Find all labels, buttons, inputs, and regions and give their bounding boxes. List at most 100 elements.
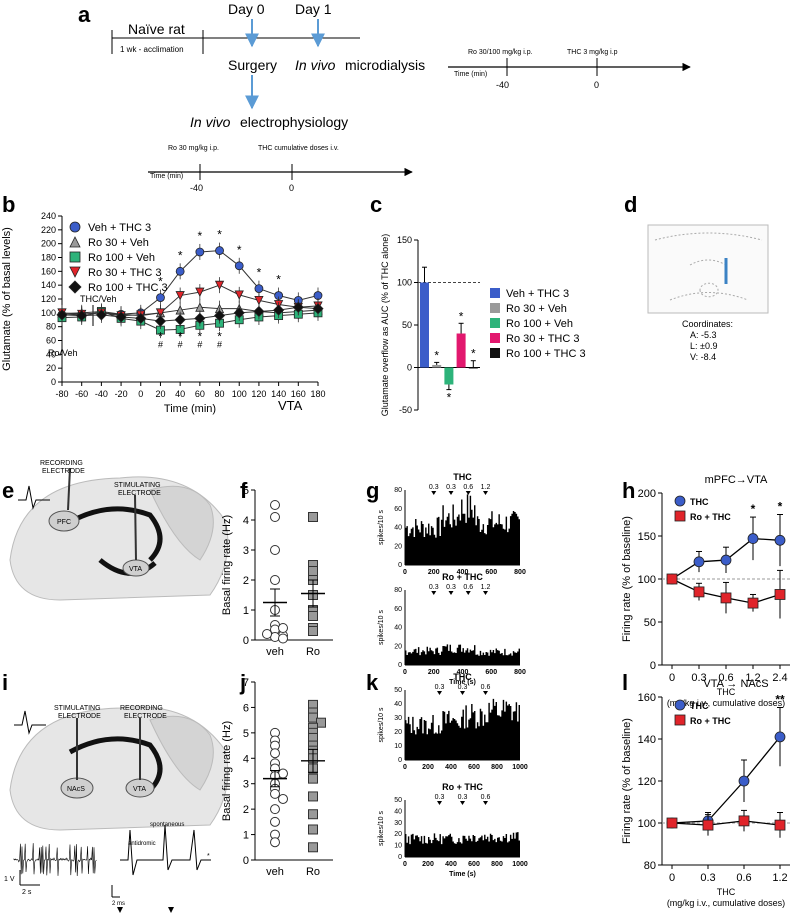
y-tick-label: 60 <box>394 506 402 513</box>
data-point <box>270 788 280 799</box>
y-tick-label: 80 <box>394 587 402 594</box>
y-tick-label: 140 <box>638 734 656 746</box>
sig-star: * <box>257 266 262 280</box>
microdialysis-italic: In vivo <box>295 57 336 73</box>
x-tick-label: 160 <box>291 389 306 399</box>
coord-a: A: -5.3 <box>690 330 717 340</box>
data-point <box>273 304 285 316</box>
dose-marker <box>483 801 488 805</box>
data-point <box>747 533 759 544</box>
y-axis-title: Glutamate overflow as AUC (% of THC alon… <box>380 234 390 416</box>
data-point <box>115 311 127 323</box>
sig-star: * <box>434 348 439 362</box>
x-tick-label: 1.2 <box>772 872 787 884</box>
scale-t-label: 2 s <box>22 889 32 896</box>
waveform-inset-2 <box>14 710 46 735</box>
data-point <box>194 312 206 324</box>
waveform-star: * <box>207 853 210 860</box>
dose-label: 0.3 <box>435 794 445 801</box>
data-point <box>195 287 205 297</box>
dose-label: 0.6 <box>463 584 473 591</box>
data-point <box>254 295 264 306</box>
naive-rat-label: Naïve rat <box>128 21 185 37</box>
dose-marker <box>483 691 488 695</box>
md-t2: 0 <box>594 80 599 90</box>
y-tick-label: 50 <box>644 617 656 629</box>
dose-label: 0.3 <box>429 484 439 491</box>
x-tick-label: 600 <box>468 861 480 868</box>
panel-a: a Naïve rat 1 wk - acclimation Day 0 Day… <box>78 1 691 193</box>
legend-label: Ro + THC <box>690 716 731 726</box>
y-tick-label: -50 <box>399 405 412 415</box>
data-point <box>234 290 244 300</box>
y-tick-label: 100 <box>638 818 656 830</box>
y-tick-label: 0 <box>51 377 56 387</box>
x-tick-label: 600 <box>485 669 497 676</box>
y-tick-label: 100 <box>397 278 412 288</box>
x-tick-label: 200 <box>422 764 434 771</box>
legend-swatch <box>490 288 500 298</box>
panel-e: e PFC VTA RECORDING ELECTRODE STIMULATIN… <box>2 460 229 601</box>
panel-letter-a: a <box>78 2 91 27</box>
panel-j-chart: j 0 1 2 3 4 5 6 7 Basal firing rate (Hz) veh Ro <box>221 670 333 878</box>
day1-label: Day 1 <box>295 1 332 17</box>
x-tick-label: 40 <box>175 389 185 399</box>
rec-label: RECORDING <box>40 460 83 467</box>
y-tick-label: 0 <box>243 635 249 647</box>
x-tick-label: 0 <box>403 764 407 771</box>
y-tick-label: 160 <box>41 266 56 276</box>
x-axis-subtitle: (mg/kg i.v., cumulative doses) <box>667 898 785 908</box>
y-tick-label: 160 <box>638 692 656 704</box>
panel-letter-i: i <box>2 670 8 695</box>
y-tick-label: 20 <box>46 363 56 373</box>
ephys-label: electrophysiology <box>240 114 348 130</box>
panel-letter-g: g <box>366 478 379 503</box>
data-point <box>278 793 288 804</box>
data-point <box>213 310 226 322</box>
y-tick-label: 50 <box>394 797 402 804</box>
data-point <box>175 291 185 301</box>
data-point <box>234 261 244 271</box>
data-point <box>693 586 705 598</box>
y-tick-label: 20 <box>394 643 402 650</box>
ep-t1: -40 <box>190 183 203 193</box>
legend-label: Ro 100 + Veh <box>88 252 155 264</box>
x-tick-label: 600 <box>468 764 480 771</box>
sig-star: * <box>459 309 464 323</box>
data-point <box>174 314 186 326</box>
y-tick-label: 0 <box>398 854 402 861</box>
legend-marker <box>674 510 686 522</box>
x-tick-label: 0.3 <box>700 872 715 884</box>
y-tick-label: 4 <box>243 515 249 527</box>
dose-label: 0.6 <box>481 794 491 801</box>
data-point <box>308 842 318 853</box>
data-point <box>720 592 732 604</box>
legend-label: Ro 100 + Veh <box>506 318 573 330</box>
data-point <box>95 309 107 321</box>
panel-letter-f: f <box>240 478 248 503</box>
spike-histogram <box>405 494 520 565</box>
bar <box>432 364 442 368</box>
data-point <box>720 554 732 566</box>
x-tick-label: 600 <box>485 569 497 576</box>
x-tick-label: 80 <box>215 389 225 399</box>
rec-label2: ELECTRODE <box>42 468 85 475</box>
x-tick-label: 60 <box>195 389 205 399</box>
x-tick-label: 800 <box>491 861 503 868</box>
dose-marker <box>437 691 442 695</box>
panel-letter-k: k <box>366 670 379 695</box>
legend-label: THC <box>690 497 709 507</box>
data-point <box>270 575 280 585</box>
data-point <box>308 512 318 522</box>
legend-marker <box>674 714 686 726</box>
x-tick-label: 1000 <box>512 861 528 868</box>
dose-label: 0.6 <box>481 684 491 691</box>
x-tick-label: 800 <box>514 569 526 576</box>
panel-letter-d: d <box>624 192 637 217</box>
dose-marker <box>448 491 454 495</box>
md-t1: -40 <box>496 80 509 90</box>
x-axis-subtitle: (mg/kg i.v., cumulative doses) <box>667 698 785 708</box>
x-tick-label: 400 <box>457 669 469 676</box>
nacs-label: NAcS <box>67 786 85 793</box>
